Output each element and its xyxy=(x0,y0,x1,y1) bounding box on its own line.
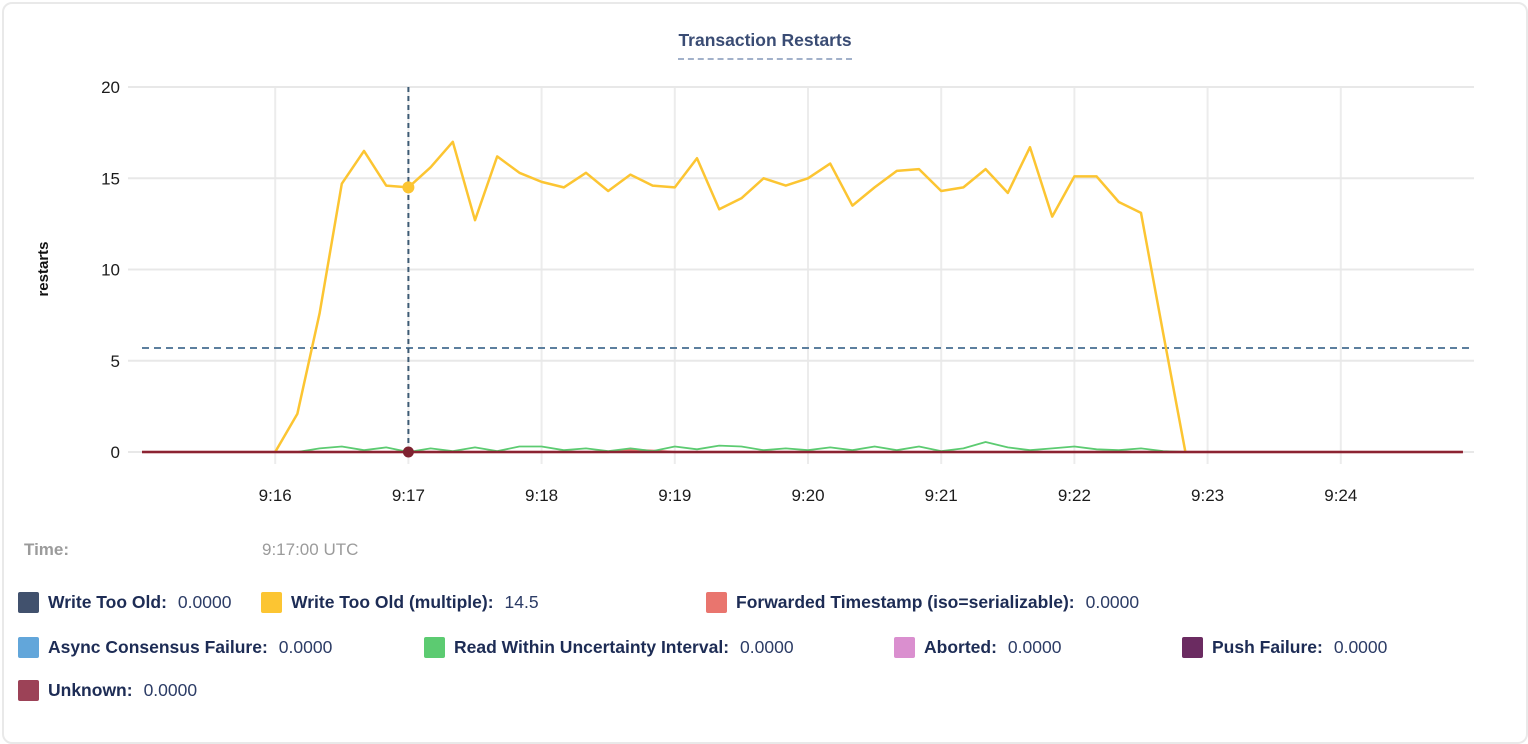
legend-value: 0.0000 xyxy=(1007,637,1062,657)
y-tick-label: 5 xyxy=(111,352,120,371)
legend-item: Unknown: 0.0000 xyxy=(18,680,197,701)
legend-label: Write Too Old: xyxy=(48,592,167,612)
x-tick-label: 9:18 xyxy=(525,486,558,505)
legend-row: Async Consensus Failure: 0.0000 Read Withi… xyxy=(4,637,1526,663)
y-tick-label: 0 xyxy=(111,443,120,462)
legend-value: 0.0000 xyxy=(1333,637,1388,657)
series-line-write-too-old-multiple- xyxy=(274,140,1187,453)
x-tick-label: 9:19 xyxy=(658,486,691,505)
legend-swatch-icon xyxy=(18,592,39,613)
x-tick-label: 9:24 xyxy=(1324,486,1357,505)
series-line-read-within-uncertainty-interval xyxy=(297,441,1186,453)
legend-item: Aborted: 0.0000 xyxy=(894,637,1061,658)
y-tick-label: 20 xyxy=(101,78,120,97)
y-tick-label: 15 xyxy=(101,169,120,188)
legend-swatch-icon xyxy=(18,680,39,701)
legend-swatch-icon xyxy=(18,637,39,658)
legend-value: 0.0000 xyxy=(143,680,198,700)
legend-label: Write Too Old (multiple): xyxy=(291,592,494,612)
hover-dot xyxy=(402,181,415,194)
legend-label: Read Within Uncertainty Interval: xyxy=(454,637,730,657)
time-value: 9:17:00 UTC xyxy=(262,540,359,559)
legend-label: Forwarded Timestamp (iso=serializable): xyxy=(736,592,1075,612)
transaction-restarts-chart[interactable]: 9:16 9:17 9:18 9:19 9:20 9:21 9:22 9:23 9:24 0 5 10… xyxy=(4,4,1528,516)
x-tick-label: 9:22 xyxy=(1058,486,1091,505)
y-axis-title: restarts xyxy=(35,241,52,296)
legend-swatch-icon xyxy=(424,637,445,658)
x-tick-label: 9:21 xyxy=(925,486,958,505)
legend-swatch-icon xyxy=(894,637,915,658)
legend-swatch-icon xyxy=(261,592,282,613)
legend-item: Write Too Old: 0.0000 xyxy=(18,592,231,613)
legend-item: Forwarded Timestamp (iso=serializable): 0… xyxy=(706,592,1139,613)
legend-swatch-icon xyxy=(1182,637,1203,658)
legend-label: Unknown: xyxy=(48,680,133,700)
legend-item: Async Consensus Failure: 0.0000 xyxy=(18,637,332,658)
legend-value: 14.5 xyxy=(504,592,539,612)
x-tick-label: 9:20 xyxy=(791,486,824,505)
legend-value: 0.0000 xyxy=(1085,592,1140,612)
x-tick-label: 9:23 xyxy=(1191,486,1224,505)
legend-value: 0.0000 xyxy=(740,637,794,657)
legend-row: Write Too Old: 0.0000 Write Too Old (multi… xyxy=(4,592,1526,618)
legend-item: Read Within Uncertainty Interval: 0.0000 xyxy=(424,637,794,658)
legend-label: Aborted: xyxy=(924,637,997,657)
legend-label: Async Consensus Failure: xyxy=(48,637,268,657)
legend-value: 0.0000 xyxy=(278,637,333,657)
x-tick-label: 9:16 xyxy=(259,486,292,505)
legend-item: Write Too Old (multiple): 14.5 xyxy=(261,592,539,613)
legend-value: 0.0000 xyxy=(177,592,232,612)
hover-dot xyxy=(402,446,414,458)
time-label: Time: xyxy=(24,540,70,559)
y-tick-label: 10 xyxy=(101,261,120,280)
legend-label: Push Failure: xyxy=(1212,637,1323,657)
x-tick-label: 9:17 xyxy=(392,486,425,505)
legend-item: Push Failure: 0.0000 xyxy=(1182,637,1387,658)
legend-swatch-icon xyxy=(706,592,727,613)
legend-row: Unknown: 0.0000 xyxy=(4,680,1526,706)
